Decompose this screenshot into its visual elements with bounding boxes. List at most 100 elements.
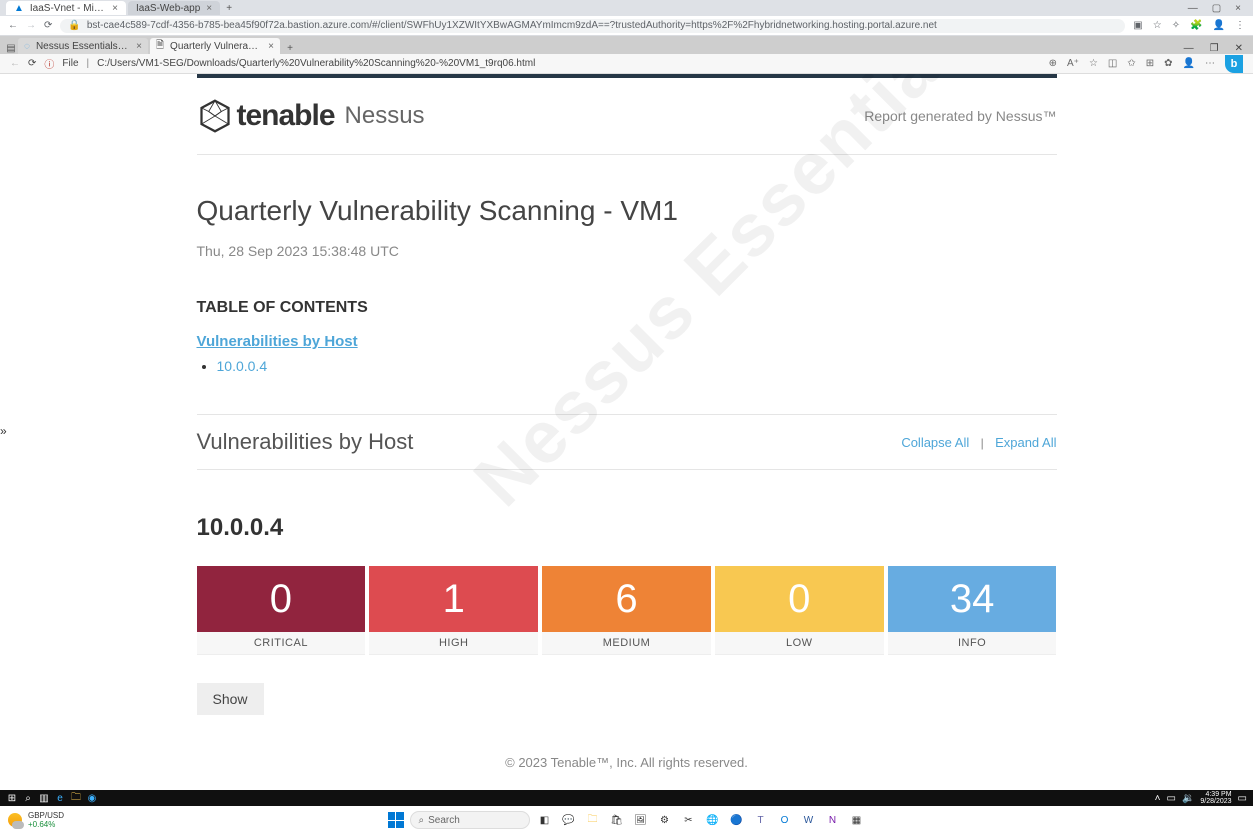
teams-icon[interactable]: T — [752, 811, 770, 829]
edge-app-icon[interactable]: 🌐 — [704, 811, 722, 829]
back-icon[interactable]: ← — [8, 20, 18, 31]
weather-widget[interactable]: GBP/USD +0.64% — [8, 811, 64, 829]
extensions-icon[interactable]: 🧩 — [1190, 20, 1202, 31]
taskview-icon[interactable]: ▥ — [36, 793, 52, 804]
menu-icon[interactable]: ⋮ — [1235, 20, 1245, 31]
favorites-icon[interactable]: ✩ — [1127, 58, 1135, 69]
weather-change: +0.64% — [28, 820, 64, 829]
star-icon[interactable]: ☆ — [1153, 20, 1162, 31]
edge-url-input[interactable]: C:/Users/VM1-SEG/Downloads/Quarterly%20V… — [97, 58, 1040, 69]
page-content: » Nessus Essentials tenable Nessus Repor… — [0, 74, 1253, 790]
chrome-tab-webapp[interactable]: IaaS-Web-app × — [128, 1, 220, 15]
expand-all-link[interactable]: Expand All — [995, 435, 1056, 450]
bookmark-icon[interactable]: ✧ — [1172, 20, 1180, 31]
photos-icon[interactable]: 🖼 — [632, 811, 650, 829]
maximize-icon[interactable]: ▢ — [1212, 3, 1221, 14]
explorer-icon[interactable]: 🗀 — [584, 811, 602, 829]
word-icon[interactable]: W — [800, 811, 818, 829]
separator: | — [981, 436, 984, 450]
menu-icon[interactable]: ⋯ — [1205, 58, 1215, 69]
edge-window: ▤ ◌ Nessus Essentials / Folders / Vie × … — [0, 36, 1253, 790]
zoom-icon[interactable]: ⊕ — [1049, 58, 1057, 69]
chat-icon[interactable]: 💬 — [560, 811, 578, 829]
close-icon[interactable]: × — [268, 41, 274, 52]
snip-icon[interactable]: ✂ — [680, 811, 698, 829]
close-icon[interactable]: × — [206, 3, 212, 14]
edge-tab-title: Quarterly Vulnerability Scanning — [170, 41, 262, 52]
azure-favicon: ▲ — [14, 3, 24, 14]
file-favicon: 🗎 — [156, 38, 164, 55]
close-icon[interactable]: × — [1235, 3, 1241, 14]
sidebar-expand-icon[interactable]: » — [0, 424, 7, 438]
toc-section-link[interactable]: Vulnerabilities by Host — [197, 333, 1057, 350]
severity-count: 1 — [369, 566, 538, 632]
tab-actions-icon[interactable]: ▤ — [4, 43, 18, 54]
collapse-all-link[interactable]: Collapse All — [901, 435, 969, 450]
host-taskbar: GBP/USD +0.64% ⌕ Search ◧ 💬 🗀 🛍 🖼 ⚙ ✂ 🌐 … — [0, 806, 1253, 834]
restore-icon[interactable]: ❐ — [1210, 43, 1219, 54]
severity-summary-row: 0CRITICAL1HIGH6MEDIUM0LOW34INFO — [197, 566, 1057, 655]
network-icon[interactable]: ▭ — [1166, 793, 1175, 804]
chrome-app-icon[interactable]: 🔵 — [728, 811, 746, 829]
start-button[interactable] — [388, 812, 404, 828]
chrome-address-bar: ← → ⟳ 🔒 bst-cae4c589-7cdf-4356-b785-bea4… — [0, 16, 1253, 36]
star-icon[interactable]: ☆ — [1089, 58, 1098, 69]
close-icon[interactable]: × — [112, 3, 118, 14]
system-tray: ˄ ▭ 🔉 4:39 PM 9/28/2023 ▭ — [1155, 791, 1249, 805]
minimize-icon[interactable]: — — [1188, 3, 1198, 14]
search-placeholder: Search — [428, 815, 460, 826]
misc-app-icon[interactable]: ▦ — [848, 811, 866, 829]
info-icon[interactable]: ⓘ — [44, 56, 54, 71]
severity-label: INFO — [888, 632, 1057, 654]
close-icon[interactable]: × — [136, 41, 142, 52]
onenote-icon[interactable]: N — [824, 811, 842, 829]
outlook-icon[interactable]: O — [776, 811, 794, 829]
reload-icon[interactable]: ⟳ — [44, 20, 52, 31]
search-icon[interactable]: ⌕ — [20, 793, 36, 804]
settings-icon[interactable]: ⚙ — [656, 811, 674, 829]
read-aloud-icon[interactable]: A⁺ — [1067, 58, 1079, 69]
chrome-tab-azure[interactable]: ▲ IaaS-Vnet - Microsoft Azure × — [6, 1, 126, 15]
profile-icon[interactable]: 👤 — [1213, 20, 1225, 31]
section-header-bar: Vulnerabilities by Host Collapse All | E… — [197, 414, 1057, 470]
sound-icon[interactable]: 🔉 — [1182, 793, 1194, 804]
remote-taskbar: ⊞ ⌕ ▥ e 🗀 ◉ ˄ ▭ 🔉 4:39 PM 9/28/2023 ▭ — [0, 790, 1253, 806]
collections-icon[interactable]: ⊞ — [1146, 58, 1154, 69]
new-tab-button[interactable]: + — [282, 43, 298, 54]
chrome-tab-title: IaaS-Vnet - Microsoft Azure — [30, 3, 106, 14]
clock-time: 4:39 PM — [1200, 791, 1231, 798]
edge-toolbar-icons: ⊕ A⁺ ☆ ◫ ✩ ⊞ ✿ 👤 ⋯ b — [1049, 55, 1243, 73]
show-button[interactable]: Show — [197, 683, 264, 715]
explorer-icon[interactable]: 🗀 — [68, 790, 84, 807]
new-tab-button[interactable]: + — [222, 3, 236, 14]
toc-host-link[interactable]: 10.0.0.4 — [217, 358, 268, 374]
severity-label: MEDIUM — [542, 632, 711, 654]
edge-tab-nessus[interactable]: ◌ Nessus Essentials / Folders / Vie × — [18, 38, 148, 54]
store-icon[interactable]: 🛍 — [608, 811, 626, 829]
chrome-url-text: bst-cae4c589-7cdf-4356-b785-bea45f90f72a… — [87, 20, 937, 31]
tabs-icon[interactable]: ▣ — [1133, 20, 1142, 31]
minimize-icon[interactable]: — — [1184, 43, 1194, 54]
clock[interactable]: 4:39 PM 9/28/2023 — [1200, 791, 1231, 805]
start-icon[interactable]: ⊞ — [4, 793, 20, 804]
tray-chevron-icon[interactable]: ˄ — [1155, 793, 1161, 804]
edge-tab-title: Nessus Essentials / Folders / Vie — [36, 41, 130, 52]
split-icon[interactable]: ◫ — [1108, 58, 1117, 69]
close-icon[interactable]: ✕ — [1235, 43, 1243, 54]
edge-tab-report[interactable]: 🗎 Quarterly Vulnerability Scanning × — [150, 38, 280, 54]
chrome-tabstrip: ▲ IaaS-Vnet - Microsoft Azure × IaaS-Web… — [0, 0, 1253, 16]
extensions-icon[interactable]: ✿ — [1164, 58, 1172, 69]
section-title: Vulnerabilities by Host — [197, 429, 414, 455]
chrome-url-input[interactable]: 🔒 bst-cae4c589-7cdf-4356-b785-bea45f90f7… — [60, 19, 1125, 33]
profile-icon[interactable]: 👤 — [1183, 58, 1195, 69]
severity-label: CRITICAL — [197, 632, 366, 654]
bing-icon[interactable]: b — [1225, 55, 1243, 73]
severity-count: 0 — [197, 566, 366, 632]
taskview-icon[interactable]: ◧ — [536, 811, 554, 829]
generated-by-text: Report generated by Nessus™ — [864, 108, 1056, 124]
edge-icon[interactable]: ◉ — [84, 793, 100, 804]
ie-icon[interactable]: e — [52, 793, 68, 804]
notifications-icon[interactable]: ▭ — [1238, 793, 1247, 804]
reload-icon[interactable]: ⟳ — [28, 58, 36, 69]
taskbar-search[interactable]: ⌕ Search — [410, 811, 530, 829]
